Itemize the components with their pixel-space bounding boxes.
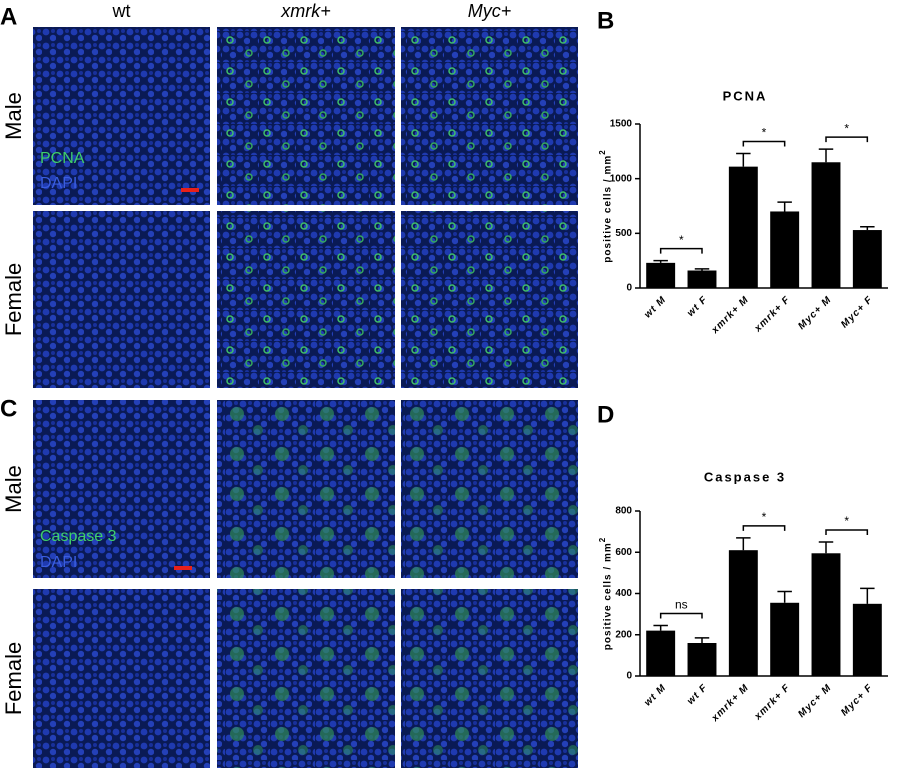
micrograph	[33, 211, 210, 388]
micrograph	[401, 400, 578, 578]
significance-label: *	[762, 126, 767, 140]
y-tick-label: 600	[615, 547, 632, 558]
bar	[770, 211, 800, 288]
significance-bracket	[825, 136, 869, 143]
row-label: Male	[1, 465, 26, 513]
error-bar	[860, 226, 875, 231]
y-tick-label: 800	[615, 506, 632, 517]
bar	[811, 553, 841, 676]
bar	[687, 270, 717, 288]
error-bar	[818, 148, 834, 163]
error-bar	[653, 259, 668, 263]
error-bar	[736, 537, 751, 551]
chart-title: PCNA	[723, 88, 768, 103]
y-tick-label: 1000	[610, 173, 633, 184]
x-tick-label: wt M	[642, 682, 668, 708]
error-bar	[653, 624, 668, 631]
row-label: Female	[1, 263, 26, 336]
overlay-label: PCNA	[40, 150, 85, 167]
micrograph	[33, 400, 210, 578]
micrograph	[217, 27, 395, 205]
significance-bracket	[742, 525, 786, 531]
y-axis-label: positive cells / mm2	[598, 149, 614, 262]
x-tick-label: Myc+ F	[839, 294, 875, 330]
x-tick-label: Myc+ F	[839, 682, 875, 718]
image-grid: A B C Dwt xmrk+ Myc+ Male Female PCNA DAPI Male Fem…	[0, 1, 614, 768]
x-tick-label: wt F	[685, 294, 710, 319]
micrograph	[401, 27, 578, 205]
y-axis-label: positive cells / mm2	[598, 537, 614, 650]
y-tick-label: 500	[615, 228, 632, 239]
y-tick-label: 400	[615, 588, 632, 599]
error-bar	[736, 152, 751, 167]
scale-bar	[181, 188, 199, 192]
micrograph	[401, 211, 578, 388]
panel-letter: A	[0, 3, 17, 30]
x-tick-label: Myc+ M	[796, 682, 834, 720]
significance-bracket	[659, 247, 703, 254]
x-tick-label: xmrk+ M	[709, 294, 751, 336]
x-tick-label: xmrk+ F	[752, 294, 793, 335]
column-label: wt	[112, 1, 131, 21]
column-label: Myc+	[468, 1, 512, 21]
bar	[646, 630, 676, 676]
bar	[646, 262, 676, 288]
error-bar	[777, 201, 792, 212]
micrograph	[217, 400, 395, 578]
micrograph	[33, 27, 210, 205]
x-tick-label: xmrk+ M	[709, 682, 751, 724]
significance-label: *	[679, 233, 684, 247]
overlay-label: DAPI	[40, 175, 77, 192]
significance-label: ns	[675, 598, 688, 612]
error-bar	[777, 590, 792, 603]
y-axis-label-sup: 2	[598, 149, 607, 154]
error-bar	[694, 637, 710, 643]
bar	[728, 166, 758, 288]
bar	[852, 230, 882, 288]
charts: PCNA positive cells / mm2 0 500 1000 1500 wt M…	[598, 88, 888, 725]
micrograph	[33, 589, 210, 768]
x-tick-label: Myc+ M	[796, 294, 834, 332]
micrograph	[217, 211, 395, 388]
x-tick-label: wt M	[642, 294, 668, 320]
bar	[852, 603, 882, 676]
bar	[728, 550, 758, 676]
panel-letter: C	[0, 395, 17, 422]
y-tick-label: 1500	[610, 119, 633, 130]
x-tick-label: wt F	[685, 682, 710, 707]
y-tick-label: 0	[626, 671, 632, 682]
row-label: Male	[1, 92, 26, 140]
y-tick-label: 200	[615, 629, 632, 640]
chart-title: Caspase 3	[704, 469, 786, 484]
micrograph	[401, 589, 578, 768]
error-bar	[818, 541, 834, 554]
significance-label: *	[762, 510, 767, 524]
y-axis-label-sup: 2	[598, 537, 607, 542]
bar	[811, 162, 841, 288]
bar	[687, 643, 717, 676]
error-bar	[694, 268, 710, 271]
x-tick-label: xmrk+ F	[752, 682, 793, 723]
panel-letter: D	[597, 401, 614, 428]
error-bar	[860, 587, 875, 604]
overlay-label: DAPI	[40, 554, 77, 571]
micrograph	[217, 589, 395, 768]
column-label: xmrk+	[280, 1, 331, 21]
overlay-label: Caspase 3	[40, 528, 117, 545]
scale-bar	[174, 566, 192, 570]
bar	[770, 602, 800, 676]
significance-bracket	[742, 140, 786, 147]
panel-letter: B	[597, 7, 614, 34]
row-label: Female	[1, 642, 26, 715]
significance-label: *	[844, 514, 849, 528]
y-tick-label: 0	[626, 283, 632, 294]
significance-bracket	[659, 612, 703, 619]
significance-bracket	[825, 529, 869, 535]
significance-label: *	[844, 121, 849, 135]
